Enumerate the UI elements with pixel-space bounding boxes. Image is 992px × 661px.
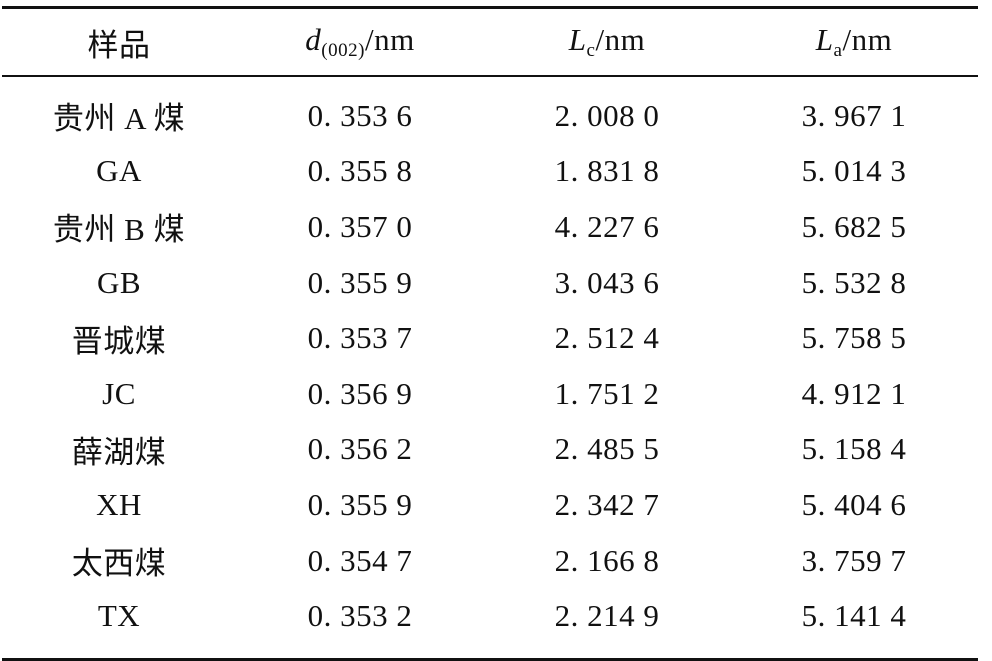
cell-d002: 0. 353 2 bbox=[307, 598, 413, 634]
header-la: La/nm bbox=[730, 22, 978, 62]
table-row: XH 0. 355 9 2. 342 7 5. 404 6 bbox=[2, 477, 978, 533]
header-lc: Lc/nm bbox=[484, 22, 730, 62]
table-row: JC 0. 356 9 1. 751 2 4. 912 1 bbox=[2, 366, 978, 422]
header-row: 样品 d(002)/nm Lc/nm La/nm bbox=[2, 9, 978, 75]
cell-lc: 3. 043 6 bbox=[554, 264, 660, 300]
header-d002: d(002)/nm bbox=[236, 22, 484, 62]
cell-d002: 0. 353 7 bbox=[307, 320, 413, 356]
cell-d002: 0. 355 8 bbox=[307, 153, 413, 189]
table-body: 贵州 A 煤 0. 353 6 2. 008 0 3. 967 1 GA 0. … bbox=[2, 77, 978, 644]
cell-sample: 贵州 A 煤 bbox=[52, 101, 186, 137]
header-d002-subscript: (002) bbox=[321, 40, 365, 61]
cell-lc: 1. 751 2 bbox=[554, 375, 660, 411]
cell-la: 4. 912 1 bbox=[801, 375, 907, 411]
cell-lc: 2. 008 0 bbox=[554, 97, 660, 133]
cell-la: 5. 532 8 bbox=[801, 264, 907, 300]
cell-d002: 0. 356 2 bbox=[307, 431, 413, 467]
table-row: 太西煤 0. 354 7 2. 166 8 3. 759 7 bbox=[2, 533, 978, 589]
cell-lc: 2. 485 5 bbox=[554, 431, 660, 467]
header-la-unit: /nm bbox=[842, 22, 893, 57]
cell-lc: 2. 512 4 bbox=[554, 320, 660, 356]
table-row: 晋城煤 0. 353 7 2. 512 4 5. 758 5 bbox=[2, 310, 978, 366]
cell-d002: 0. 355 9 bbox=[307, 486, 413, 522]
table-row: 薛湖煤 0. 356 2 2. 485 5 5. 158 4 bbox=[2, 422, 978, 478]
cell-la: 5. 158 4 bbox=[801, 431, 907, 467]
cell-la: 5. 141 4 bbox=[801, 598, 907, 634]
cell-la: 5. 758 5 bbox=[801, 320, 907, 356]
cell-sample: 太西煤 bbox=[71, 546, 167, 582]
table-row: GB 0. 355 9 3. 043 6 5. 532 8 bbox=[2, 255, 978, 311]
cell-sample: 薛湖煤 bbox=[71, 434, 167, 470]
header-lc-subscript: c bbox=[586, 40, 596, 61]
cell-sample: JC bbox=[102, 375, 136, 411]
cell-la: 5. 404 6 bbox=[801, 486, 907, 522]
cell-sample: GA bbox=[96, 153, 142, 189]
header-lc-unit: /nm bbox=[595, 22, 646, 57]
cell-d002: 0. 354 7 bbox=[307, 542, 413, 578]
cell-d002: 0. 357 0 bbox=[307, 208, 413, 244]
header-la-subscript: a bbox=[833, 40, 843, 61]
cell-d002: 0. 356 9 bbox=[307, 375, 413, 411]
table-row: 贵州 A 煤 0. 353 6 2. 008 0 3. 967 1 bbox=[2, 88, 978, 144]
table-row: 贵州 B 煤 0. 357 0 4. 227 6 5. 682 5 bbox=[2, 199, 978, 255]
header-lc-symbol: L bbox=[568, 22, 587, 57]
cell-d002: 0. 353 6 bbox=[307, 97, 413, 133]
cell-lc: 2. 342 7 bbox=[554, 486, 660, 522]
data-table: 样品 d(002)/nm Lc/nm La/nm 贵州 A 煤 0. 353 6… bbox=[2, 6, 978, 661]
cell-d002: 0. 355 9 bbox=[307, 264, 413, 300]
header-rule bbox=[2, 75, 978, 77]
header-d002-unit: /nm bbox=[364, 22, 415, 57]
cell-lc: 1. 831 8 bbox=[554, 153, 660, 189]
cell-sample: TX bbox=[97, 598, 141, 634]
table-row: GA 0. 355 8 1. 831 8 5. 014 3 bbox=[2, 144, 978, 200]
cell-sample: XH bbox=[96, 486, 142, 522]
cell-la: 3. 967 1 bbox=[801, 97, 907, 133]
cell-la: 5. 682 5 bbox=[801, 208, 907, 244]
cell-sample: GB bbox=[96, 264, 142, 300]
cell-lc: 2. 214 9 bbox=[554, 598, 660, 634]
top-rule bbox=[2, 6, 978, 9]
cell-lc: 4. 227 6 bbox=[554, 208, 660, 244]
header-d002-symbol: d bbox=[305, 22, 322, 57]
cell-sample: 贵州 B 煤 bbox=[52, 212, 186, 248]
header-sample: 样品 bbox=[87, 27, 151, 63]
table-row: TX 0. 353 2 2. 214 9 5. 141 4 bbox=[2, 588, 978, 644]
cell-la: 3. 759 7 bbox=[801, 542, 907, 578]
cell-lc: 2. 166 8 bbox=[554, 542, 660, 578]
header-la-symbol: L bbox=[815, 22, 834, 57]
bottom-rule bbox=[2, 657, 978, 661]
cell-sample: 晋城煤 bbox=[71, 323, 167, 359]
cell-la: 5. 014 3 bbox=[801, 153, 907, 189]
